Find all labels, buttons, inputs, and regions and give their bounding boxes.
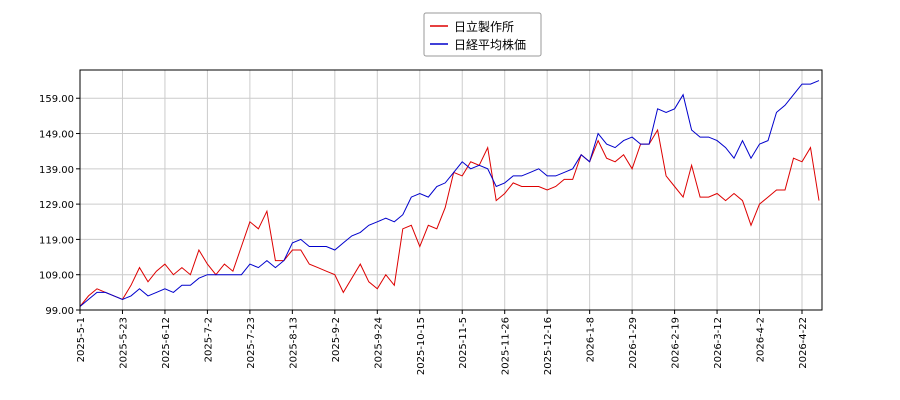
x-tick-label: 2026-1-8: [586, 317, 597, 362]
y-tick-label: 139.00: [39, 165, 74, 176]
x-tick-label: 2025-12-16: [543, 317, 554, 375]
legend-label: 日経平均株価: [454, 37, 526, 52]
x-tick-label: 2025-6-12: [161, 317, 172, 369]
x-tick-label: 2026-4-2: [756, 317, 767, 362]
series-line: [79, 80, 820, 307]
x-tick-label: 2026-1-29: [628, 317, 639, 369]
y-tick-label: 159.00: [39, 94, 74, 105]
y-tick-label: 99.00: [45, 306, 74, 317]
y-tick-label: 149.00: [39, 130, 74, 141]
x-tick-label: 2025-8-13: [288, 317, 299, 369]
x-tick-label: 2025-5-23: [118, 317, 129, 369]
x-tick-label: 2025-11-26: [501, 317, 512, 375]
x-tick-label: 2026-3-12: [713, 317, 724, 369]
y-tick-label: 119.00: [39, 235, 74, 246]
plot-frame: [79, 69, 823, 311]
x-tick-label: 2025-9-2: [331, 317, 342, 362]
x-tick-label: 2025-7-2: [203, 317, 214, 362]
x-tick-label: 2025-5-1: [76, 317, 87, 362]
y-tick-label: 109.00: [39, 271, 74, 282]
x-tick-label: 2025-7-23: [246, 317, 257, 369]
legend-label: 日立製作所: [454, 19, 514, 34]
x-tick-label: 2025-10-15: [416, 317, 427, 375]
y-tick-label: 129.00: [39, 200, 74, 211]
x-tick-label: 2026-2-19: [671, 317, 682, 369]
x-tick-label: 2025-11-5: [458, 317, 469, 369]
x-tick-label: 2026-4-22: [798, 317, 809, 369]
series-line: [79, 128, 820, 307]
legend-box: [423, 12, 542, 57]
x-tick-label: 2025-9-24: [373, 317, 384, 369]
